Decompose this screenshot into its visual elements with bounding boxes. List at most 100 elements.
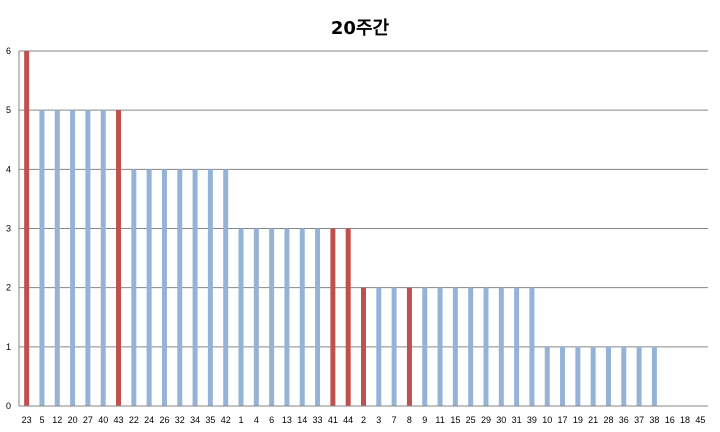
bar-37 (636, 346, 642, 406)
x-tick-label: 39 (527, 415, 537, 425)
x-tick-label: 14 (297, 415, 307, 425)
bar-23 (24, 51, 30, 406)
x-tick-label: 38 (649, 415, 659, 425)
axes (18, 51, 708, 407)
x-tick-label: 32 (175, 415, 185, 425)
x-tick-label: 45 (695, 415, 705, 425)
x-tick-label: 7 (392, 415, 397, 425)
bar-28 (605, 346, 611, 406)
bar-34 (192, 169, 198, 406)
bar-14 (299, 228, 305, 406)
bar-30 (498, 287, 504, 406)
x-tick-label: 37 (634, 415, 644, 425)
y-tick-label: 1 (6, 342, 11, 352)
x-tick-label: 13 (282, 415, 292, 425)
bar-38 (651, 346, 657, 406)
y-tick-label: 4 (6, 164, 11, 174)
x-tick-label: 22 (129, 415, 139, 425)
y-tick-label: 3 (6, 224, 11, 234)
x-tick-label: 16 (665, 415, 675, 425)
bar-22 (131, 169, 137, 406)
chart-title: 20주간 (330, 18, 390, 39)
bar-31 (514, 287, 520, 406)
x-tick-label: 23 (22, 415, 32, 425)
bar-42 (223, 169, 229, 406)
x-tick-label: 5 (39, 415, 44, 425)
x-tick-label: 28 (603, 415, 613, 425)
y-tick-label: 2 (6, 283, 11, 293)
bar-43 (116, 110, 122, 407)
y-tick-label: 0 (6, 401, 11, 411)
bar-36 (621, 346, 627, 406)
x-tick-label: 20 (68, 415, 78, 425)
bars (24, 51, 657, 407)
bar-11 (437, 287, 443, 406)
bar-10 (544, 346, 550, 406)
x-tick-label: 18 (680, 415, 690, 425)
bar-35 (207, 169, 213, 406)
bar-7 (391, 287, 397, 406)
bar-19 (575, 346, 581, 406)
bar-39 (529, 287, 535, 406)
x-tick-label: 9 (422, 415, 427, 425)
bar-44 (345, 228, 351, 406)
bar-3 (376, 287, 382, 406)
x-tick-label: 35 (205, 415, 215, 425)
bar-8 (406, 287, 412, 406)
x-tick-label: 21 (588, 415, 598, 425)
bar-20 (70, 110, 76, 407)
x-tick-label: 44 (343, 415, 353, 425)
y-tick-labels: 0 1 2 3 4 5 6 (6, 46, 11, 411)
bar-9 (422, 287, 428, 406)
x-tick-label: 27 (83, 415, 93, 425)
x-tick-label: 10 (542, 415, 552, 425)
bar-26 (161, 169, 167, 406)
x-tick-label: 12 (52, 415, 62, 425)
x-tick-label: 15 (450, 415, 460, 425)
x-tick-label: 40 (98, 415, 108, 425)
bar-17 (560, 346, 566, 406)
x-tick-label: 3 (376, 415, 381, 425)
x-tick-label: 26 (159, 415, 169, 425)
x-tick-label: 4 (254, 415, 259, 425)
bar-15 (452, 287, 458, 406)
bar-27 (85, 110, 91, 407)
x-tick-label: 2 (361, 415, 366, 425)
bar-12 (54, 110, 60, 407)
x-tick-label: 43 (114, 415, 124, 425)
bar-13 (284, 228, 290, 406)
bar-6 (269, 228, 275, 406)
x-tick-label: 1 (239, 415, 244, 425)
x-tick-label: 24 (144, 415, 154, 425)
bar-32 (177, 169, 183, 406)
bar-5 (39, 110, 45, 407)
bar-24 (146, 169, 152, 406)
x-tick-label: 17 (558, 415, 568, 425)
x-tick-label: 29 (481, 415, 491, 425)
x-tick-label: 25 (466, 415, 476, 425)
bar-1 (238, 228, 244, 406)
x-tick-label: 31 (512, 415, 522, 425)
bar-2 (361, 287, 366, 406)
bar-25 (468, 287, 474, 406)
y-tick-label: 5 (6, 105, 11, 115)
x-tick-label: 30 (496, 415, 506, 425)
bar-40 (100, 110, 106, 407)
bar-29 (483, 287, 489, 406)
bar-4 (253, 228, 259, 406)
x-tick-label: 19 (573, 415, 583, 425)
x-tick-label: 34 (190, 415, 200, 425)
bar-41 (330, 228, 336, 406)
x-tick-labels: 23 5 12 20 27 40 43 22 24 26 32 34 35 42 1 4 6 13 14 33 41 44… (22, 415, 706, 425)
x-tick-label: 11 (435, 415, 444, 425)
bar-21 (590, 346, 596, 406)
x-tick-label: 6 (269, 415, 274, 425)
x-tick-label: 33 (313, 415, 323, 425)
y-tick-label: 6 (6, 46, 11, 56)
x-tick-label: 42 (221, 415, 231, 425)
x-tick-label: 41 (328, 415, 338, 425)
x-tick-label: 8 (407, 415, 412, 425)
bar-33 (315, 228, 321, 406)
x-tick-label: 36 (619, 415, 629, 425)
